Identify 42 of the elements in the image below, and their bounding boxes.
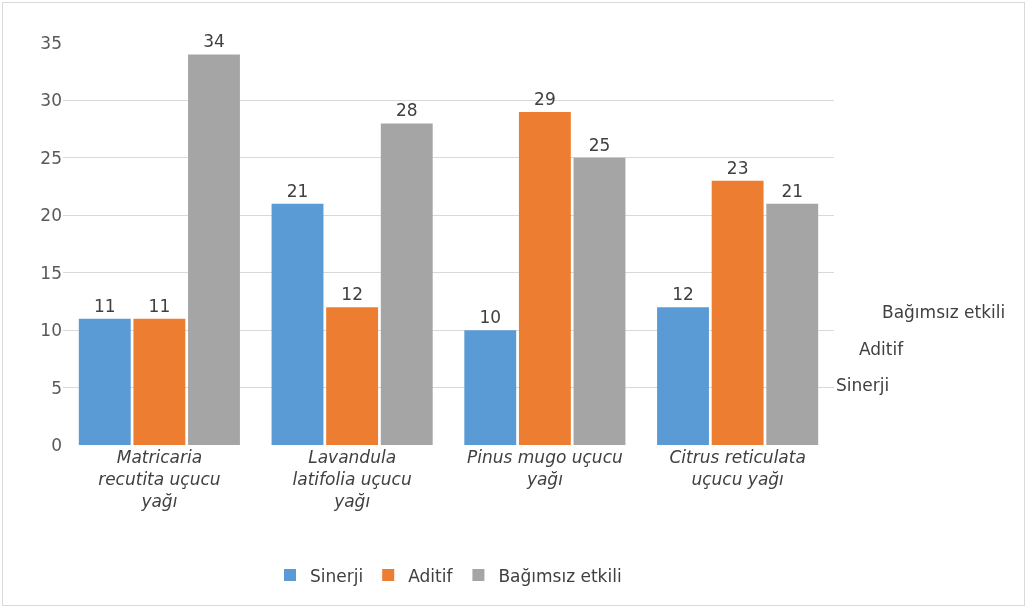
bar: [380, 123, 433, 445]
y-tick-label: 30: [40, 90, 62, 111]
data-label: 25: [588, 134, 611, 155]
x-tick-label: Citrus reticulata uçucu yağı: [669, 447, 806, 490]
bar: [326, 307, 379, 445]
legend-label: Aditif: [408, 565, 454, 586]
y-tick-label: 25: [40, 147, 62, 168]
bar: [464, 330, 517, 445]
bar: [657, 307, 709, 445]
x-tick-label: Matricaria recutita uçucu yağı: [98, 447, 221, 512]
text: Sinerji: [836, 375, 890, 395]
legend-label: Sinerji: [310, 565, 364, 586]
legend-label: Bağımsız etkili: [498, 565, 622, 586]
y-tick-label: 15: [40, 262, 62, 283]
data-label: 28: [395, 100, 418, 121]
data-label: 21: [781, 180, 804, 201]
data-label: 12: [672, 284, 694, 305]
data-label: 10: [479, 307, 502, 328]
bar: [573, 157, 626, 445]
y-tick-label: 5: [51, 377, 62, 398]
data-label: 11: [148, 295, 171, 316]
text: Aditif: [859, 339, 904, 359]
x-tick-label: Lavandula latifolia uçucu yağı: [292, 447, 412, 512]
text: Bağımsız etkili: [882, 302, 1006, 322]
y-tick-label: 10: [40, 320, 62, 341]
y-tick-label: 20: [40, 205, 62, 226]
bar: [188, 54, 240, 445]
data-label: 11: [93, 295, 116, 316]
bar: [271, 203, 324, 445]
data-label: 34: [203, 31, 225, 52]
data-label: 21: [286, 180, 309, 201]
bar: [133, 318, 186, 445]
x-tick-label: Pinus mugo uçucu yağı: [467, 447, 623, 490]
bar: [78, 318, 131, 445]
data-label: 12: [341, 284, 363, 305]
data-label: 23: [726, 157, 749, 178]
bar: [766, 203, 819, 445]
bar: [518, 111, 571, 445]
data-label: 29: [534, 88, 556, 109]
y-tick-label: 35: [40, 32, 62, 53]
y-tick-label: 0: [51, 434, 62, 455]
bar: [711, 180, 764, 445]
